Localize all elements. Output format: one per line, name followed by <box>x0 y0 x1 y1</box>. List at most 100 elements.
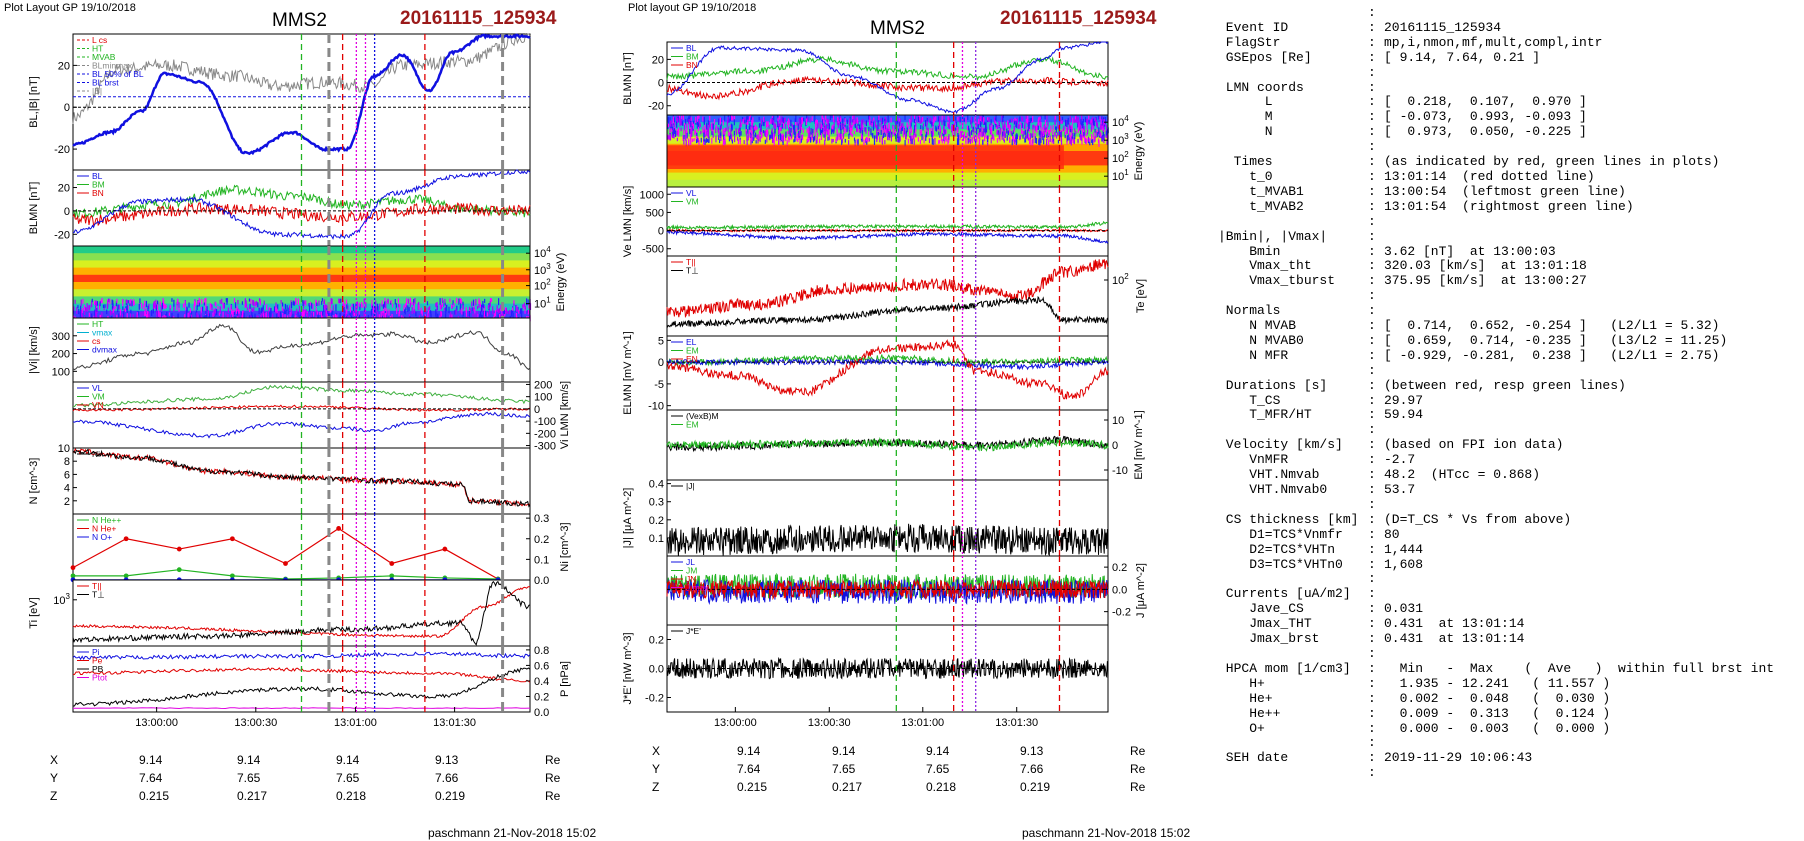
heatmap-cell <box>816 136 818 144</box>
heatmap-cell <box>462 301 464 307</box>
heatmap-cell <box>673 117 675 124</box>
heatmap-cell <box>690 117 692 124</box>
heatmap-cell <box>894 129 897 136</box>
heatmap-cell <box>413 305 415 310</box>
heatmap-cell <box>896 124 898 129</box>
heatmap-cell <box>140 302 143 309</box>
info-colon: : <box>1368 407 1376 423</box>
heatmap-cell <box>1036 126 1038 133</box>
heatmap-cell <box>1095 119 1097 127</box>
heatmap-cell <box>91 313 93 319</box>
info-row: M:[ -0.073, 0.993, -0.093 ] <box>1218 109 1774 125</box>
y-tick-label: 0.2 <box>649 515 664 527</box>
heatmap-cell <box>390 300 392 304</box>
heatmap-cell <box>355 303 357 309</box>
heatmap-cell <box>186 306 188 314</box>
series-line <box>72 651 531 661</box>
heatmap-cell <box>837 116 839 124</box>
heatmap-cell <box>460 301 462 308</box>
legend-entry: JL <box>686 557 695 567</box>
heatmap-cell <box>188 302 190 308</box>
heatmap-cell <box>742 119 744 125</box>
info-row: H+: 1.935 - 12.241 ( 11.557 ) <box>1218 676 1774 692</box>
info-key: LMN coords <box>1218 79 1304 95</box>
heatmap-cell <box>799 130 801 137</box>
legend-entry: BL 50% of BL <box>92 69 144 79</box>
y-tick-label: 0.0 <box>534 707 549 719</box>
heatmap-cell <box>956 126 958 133</box>
heatmap-cell <box>1035 137 1038 144</box>
heatmap-cell <box>1003 137 1005 142</box>
heatmap-cell <box>240 313 243 319</box>
heatmap-cell <box>773 121 775 129</box>
heatmap-cell <box>707 120 709 125</box>
heatmap-cell <box>484 305 486 313</box>
heatmap-band <box>73 260 530 269</box>
heatmap-cell <box>1039 116 1041 120</box>
heatmap-cell <box>923 139 925 144</box>
heatmap-cell <box>924 130 926 134</box>
position-unit: Re <box>545 753 561 767</box>
heatmap-cell <box>289 311 291 317</box>
heatmap-cell <box>729 124 731 129</box>
heatmap-cell <box>750 139 752 145</box>
heatmap-cell <box>284 314 286 320</box>
heatmap-cell <box>233 298 236 303</box>
heatmap-cell <box>1024 135 1027 143</box>
heatmap-cell <box>737 139 740 145</box>
heatmap-cell <box>225 298 227 302</box>
info-key <box>1218 289 1368 304</box>
heatmap-cell <box>330 311 333 317</box>
heatmap-cell <box>996 130 998 135</box>
heatmap-cell <box>1001 135 1003 140</box>
heatmap-cell <box>156 300 159 305</box>
heatmap-cell <box>744 119 746 124</box>
heatmap-cell <box>919 139 921 144</box>
heatmap-cell <box>315 307 317 313</box>
heatmap-cell <box>731 139 734 144</box>
heatmap-cell <box>500 313 502 318</box>
info-colon: : <box>1368 168 1376 184</box>
heatmap-cell <box>807 138 810 143</box>
info-colon: : <box>1368 154 1376 170</box>
heatmap-cell <box>703 136 705 142</box>
heatmap-cell <box>778 123 780 129</box>
heatmap-cell <box>785 131 787 138</box>
heatmap-cell <box>229 314 232 319</box>
heatmap-cell <box>445 307 447 314</box>
info-colon: : <box>1368 750 1376 766</box>
heatmap-cell <box>257 302 259 308</box>
heatmap-cell <box>899 136 901 142</box>
heatmap-cell <box>855 118 857 124</box>
heatmap-cell <box>838 121 840 125</box>
heatmap-cell <box>411 307 413 315</box>
heatmap-cell <box>215 308 217 314</box>
heatmap-cell <box>316 302 318 307</box>
heatmap-cell <box>440 304 442 310</box>
tick-exp: 1 <box>1124 168 1129 177</box>
heatmap-cell <box>910 121 912 127</box>
heatmap-cell <box>698 123 700 127</box>
heatmap-cell <box>812 136 815 143</box>
heatmap-cell <box>372 307 374 314</box>
heatmap-cell <box>1073 132 1075 137</box>
info-row: HPCA mom [1/cm3]: Min - Max ( Ave ) with… <box>1218 661 1774 677</box>
heatmap-cell <box>995 124 997 128</box>
heatmap-cell <box>479 303 481 308</box>
heatmap-cell <box>882 128 884 136</box>
heatmap-cell <box>667 124 669 129</box>
y-tick-label: 104 <box>534 245 551 260</box>
position-value: 9.13 <box>1020 744 1044 758</box>
heatmap-cell <box>678 127 680 134</box>
heatmap-cell <box>760 123 762 127</box>
heatmap-cell <box>932 132 935 136</box>
info-colon: : <box>1368 690 1376 706</box>
heatmap-cell <box>404 303 406 308</box>
heatmap-cell <box>868 137 870 142</box>
heatmap-cell <box>676 130 678 136</box>
heatmap-cell <box>739 132 741 137</box>
heatmap-cell <box>1055 135 1058 139</box>
heatmap-cell <box>1099 116 1101 120</box>
